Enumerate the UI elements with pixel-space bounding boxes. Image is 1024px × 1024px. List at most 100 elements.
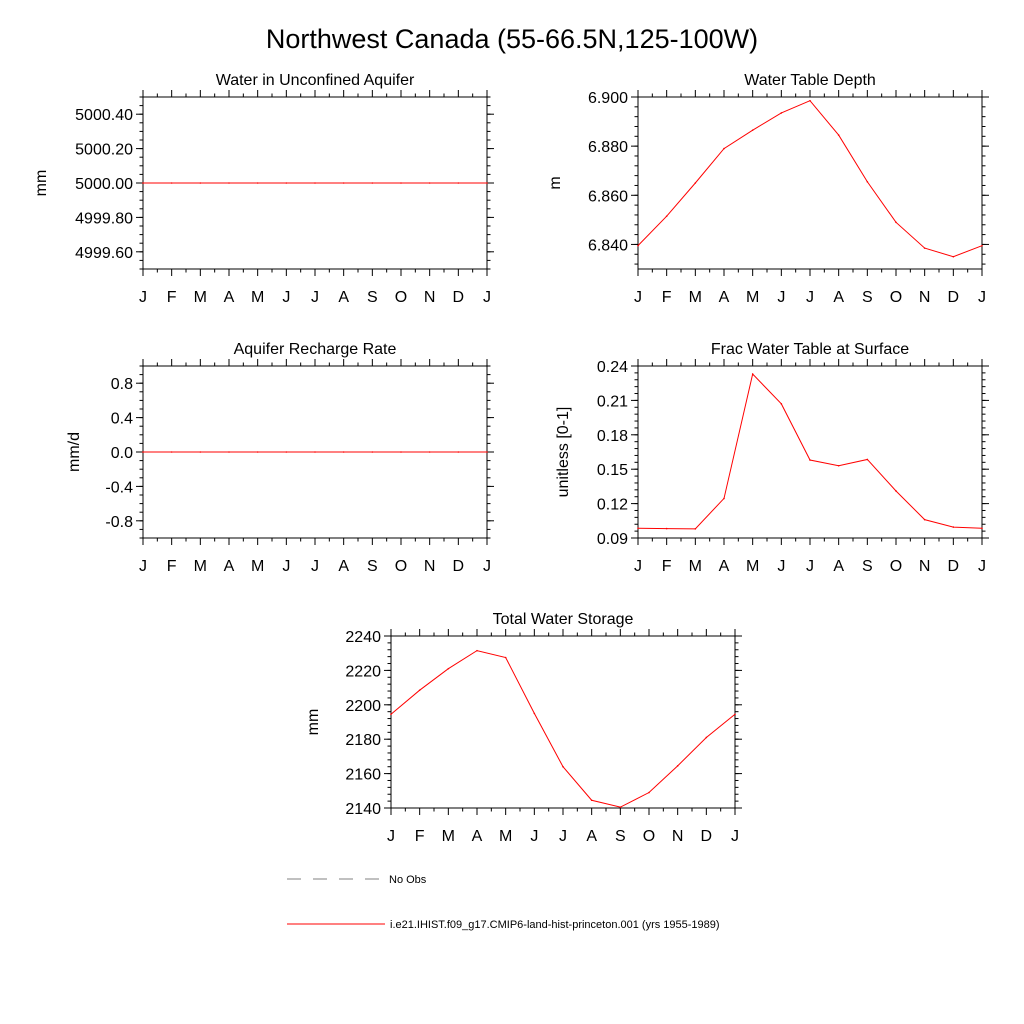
x-tick-label: D [948, 558, 960, 575]
series-point [723, 497, 725, 500]
series-point [371, 451, 374, 453]
x-tick-label: M [251, 289, 264, 306]
x-tick-label: D [948, 289, 960, 306]
y-tick-label: 6.900 [588, 90, 628, 107]
x-tick-label: M [746, 558, 759, 575]
y-tick-label: 4999.60 [75, 245, 133, 262]
x-tick-label: S [862, 289, 873, 306]
panel-title: Frac Water Table at Surface [711, 341, 909, 358]
x-tick-label: O [890, 558, 902, 575]
x-tick-label: S [367, 289, 378, 306]
x-tick-label: O [395, 289, 407, 306]
series-point [837, 134, 840, 136]
series-point [457, 451, 460, 453]
figure-title: Northwest Canada (55-66.5N,125-100W) [266, 24, 758, 54]
x-tick-label: N [424, 558, 436, 575]
y-tick-label: -0.4 [105, 479, 133, 496]
x-tick-label: M [194, 558, 207, 575]
x-tick-label: M [442, 828, 455, 845]
y-tick-label: 2180 [345, 732, 381, 749]
series-point [400, 451, 402, 453]
x-tick-label: A [338, 289, 349, 306]
series-point [648, 791, 650, 794]
y-axis-label: unitless [0-1] [555, 407, 572, 498]
series-point [199, 182, 202, 184]
series-point [533, 712, 536, 715]
series-point [285, 182, 288, 184]
series-point [734, 713, 736, 716]
series-point [228, 182, 230, 184]
x-tick-label: J [530, 828, 538, 845]
x-tick-label: J [731, 828, 739, 845]
series-point [199, 451, 202, 453]
y-tick-label: 0.21 [597, 393, 628, 410]
y-axis-label: mm [305, 709, 322, 736]
y-axis-label: mm/d [66, 432, 83, 472]
x-tick-label: A [224, 289, 235, 306]
series-point [923, 518, 926, 521]
x-tick-label: J [139, 289, 147, 306]
series-point [428, 451, 431, 453]
y-tick-label: 2200 [345, 698, 381, 715]
x-tick-label: A [586, 828, 597, 845]
x-tick-label: J [634, 289, 642, 306]
series-point [923, 247, 926, 249]
y-axis-label: m [547, 176, 564, 189]
x-tick-label: J [777, 289, 785, 306]
series-point [723, 147, 725, 150]
series-point [751, 129, 754, 131]
x-tick-label: N [919, 558, 931, 575]
x-tick-label: S [367, 558, 378, 575]
series-point [619, 806, 622, 808]
x-tick-label: J [311, 558, 319, 575]
x-tick-label: A [833, 289, 844, 306]
x-tick-label: O [643, 828, 655, 845]
x-tick-label: S [862, 558, 873, 575]
series-point [637, 527, 639, 530]
x-tick-label: D [453, 289, 465, 306]
series-point [895, 221, 897, 224]
series-point [637, 244, 639, 247]
series-point [694, 182, 697, 184]
series-point [418, 689, 421, 691]
series-point [342, 182, 345, 184]
series-point [314, 451, 316, 453]
series-point [142, 451, 144, 453]
series-point [562, 765, 564, 768]
panel-title: Total Water Storage [493, 611, 634, 628]
x-tick-label: J [806, 289, 814, 306]
x-tick-label: A [719, 289, 730, 306]
y-tick-label: 0.15 [597, 462, 628, 479]
y-tick-label: 6.840 [588, 237, 628, 254]
x-tick-label: J [282, 289, 290, 306]
series-point [256, 451, 259, 453]
series-point [457, 182, 460, 184]
x-tick-label: D [453, 558, 465, 575]
series-point [751, 373, 754, 375]
y-tick-label: 6.860 [588, 188, 628, 205]
x-tick-label: M [194, 289, 207, 306]
x-tick-label: A [472, 828, 483, 845]
x-tick-label: N [672, 828, 684, 845]
x-tick-label: F [662, 558, 672, 575]
x-tick-label: M [689, 558, 702, 575]
series-point [390, 713, 392, 716]
y-tick-label: 2140 [345, 801, 381, 818]
x-tick-label: J [311, 289, 319, 306]
series-point [170, 451, 173, 453]
series-point [809, 99, 811, 102]
series-point [142, 182, 144, 184]
series-point [314, 182, 316, 184]
series-point [486, 182, 488, 184]
series-point [447, 667, 450, 670]
series-point [676, 765, 679, 767]
y-tick-label: 4999.80 [75, 210, 133, 227]
x-tick-label: J [634, 558, 642, 575]
series-point [371, 182, 374, 184]
x-tick-label: O [890, 289, 902, 306]
